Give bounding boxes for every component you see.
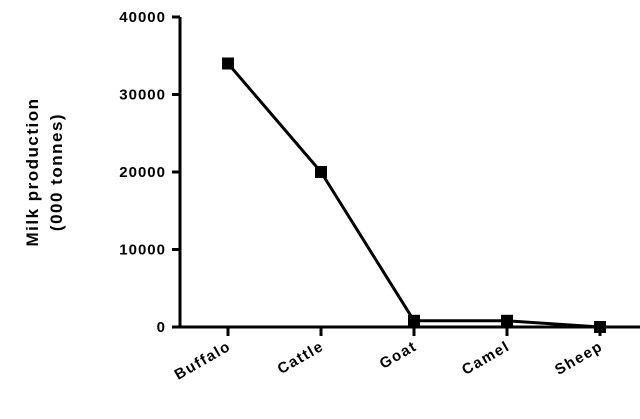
- x-tick-label: Buffalo: [172, 338, 234, 384]
- data-point-marker: [408, 314, 420, 327]
- data-point-marker: [315, 166, 327, 178]
- x-tick-label: Goat: [377, 338, 420, 373]
- y-tick-label: 30000: [119, 87, 166, 104]
- y-axis-title-line2: (000 tonnes): [47, 113, 66, 231]
- series-group: [222, 57, 606, 333]
- x-tick-label: Sheep: [552, 338, 606, 379]
- x-ticks: Buffalo Cattle Goat Camel Sheep: [172, 327, 606, 384]
- x-tick-label: Cattle: [275, 338, 327, 378]
- y-axis-title: Milk production (000 tonnes): [23, 97, 66, 246]
- y-tick-label: 0: [157, 319, 166, 336]
- data-point-marker: [501, 314, 513, 327]
- data-point-marker: [594, 321, 606, 333]
- x-tick-label: Camel: [459, 338, 513, 379]
- y-ticks: 0 10000 20000 30000 40000: [119, 9, 180, 336]
- y-tick-label: 40000: [119, 9, 166, 26]
- series-line: [226, 62, 601, 329]
- y-axis-title-line1: Milk production: [23, 97, 42, 246]
- y-tick-label: 10000: [119, 242, 166, 259]
- y-tick-label: 20000: [119, 164, 166, 181]
- data-point-marker: [222, 57, 234, 70]
